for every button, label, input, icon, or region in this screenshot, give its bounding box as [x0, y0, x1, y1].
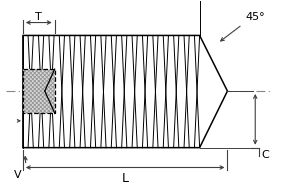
Polygon shape — [23, 35, 227, 148]
Polygon shape — [23, 69, 55, 113]
Text: 45°: 45° — [245, 12, 265, 21]
Text: C: C — [261, 150, 269, 160]
Text: L: L — [122, 172, 129, 185]
Text: V: V — [14, 170, 22, 181]
Text: T: T — [35, 12, 42, 21]
